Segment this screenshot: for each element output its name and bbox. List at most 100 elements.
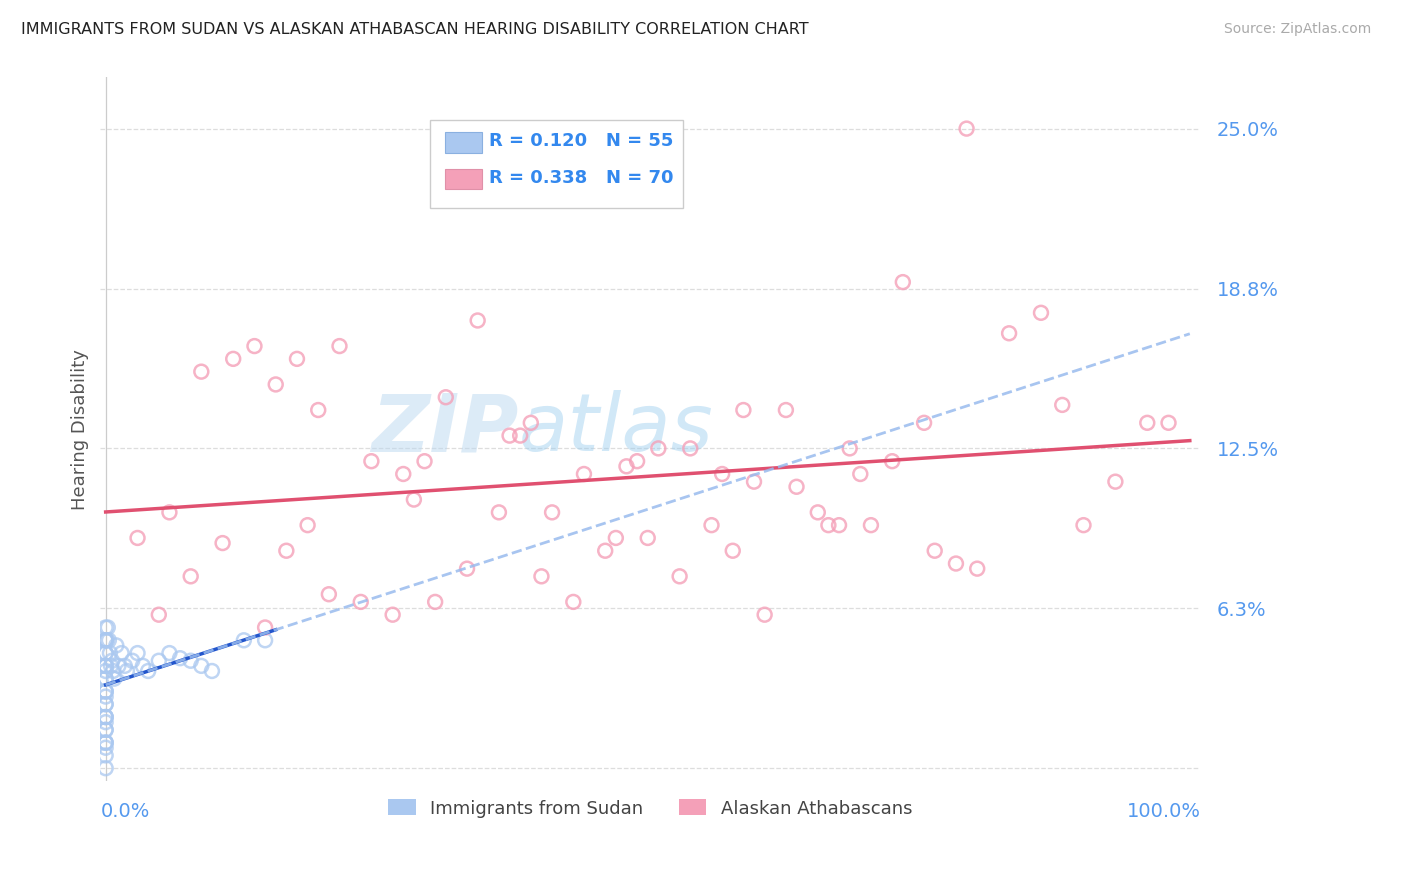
- Point: [711, 467, 734, 481]
- Point: [94, 633, 117, 648]
- Text: 0.0%: 0.0%: [100, 802, 149, 822]
- Point: [94, 698, 117, 712]
- Point: [94, 658, 117, 673]
- Point: [1136, 416, 1159, 430]
- Point: [817, 518, 839, 533]
- Text: IMMIGRANTS FROM SUDAN VS ALASKAN ATHABASCAN HEARING DISABILITY CORRELATION CHART: IMMIGRANTS FROM SUDAN VS ALASKAN ATHABAS…: [21, 22, 808, 37]
- Legend: Immigrants from Sudan, Alaskan Athabascans: Immigrants from Sudan, Alaskan Athabasca…: [381, 792, 920, 825]
- Point: [254, 633, 277, 648]
- Point: [94, 620, 117, 634]
- Point: [807, 505, 830, 519]
- Point: [132, 658, 155, 673]
- Point: [103, 672, 125, 686]
- Point: [1052, 398, 1074, 412]
- Point: [498, 428, 520, 442]
- Point: [94, 723, 117, 737]
- Point: [127, 531, 149, 545]
- Point: [1104, 475, 1126, 489]
- Point: [110, 646, 132, 660]
- Point: [882, 454, 904, 468]
- Point: [1073, 518, 1095, 533]
- Point: [307, 403, 329, 417]
- Point: [775, 403, 797, 417]
- Point: [859, 518, 882, 533]
- Point: [94, 690, 117, 704]
- Point: [180, 654, 202, 668]
- Point: [94, 684, 117, 698]
- Point: [105, 639, 128, 653]
- Point: [222, 351, 245, 366]
- Point: [115, 664, 138, 678]
- FancyBboxPatch shape: [430, 120, 683, 208]
- Point: [97, 633, 120, 648]
- Point: [94, 761, 117, 775]
- Point: [402, 492, 425, 507]
- Point: [637, 531, 659, 545]
- Point: [616, 459, 638, 474]
- Point: [94, 672, 117, 686]
- Point: [562, 595, 585, 609]
- Point: [94, 646, 117, 660]
- Point: [733, 403, 755, 417]
- Point: [467, 313, 489, 327]
- Point: [114, 658, 136, 673]
- Point: [101, 654, 124, 668]
- Point: [520, 416, 543, 430]
- Point: [838, 442, 860, 456]
- Point: [201, 664, 224, 678]
- Point: [94, 736, 117, 750]
- Point: [318, 587, 340, 601]
- Point: [350, 595, 373, 609]
- Point: [94, 684, 117, 698]
- Point: [94, 736, 117, 750]
- Point: [94, 736, 117, 750]
- Point: [127, 646, 149, 660]
- Point: [912, 416, 935, 430]
- Point: [243, 339, 266, 353]
- Point: [285, 351, 308, 366]
- Point: [1029, 306, 1052, 320]
- Point: [264, 377, 287, 392]
- Point: [530, 569, 553, 583]
- Point: [94, 710, 117, 724]
- Text: atlas: atlas: [519, 390, 713, 468]
- Point: [849, 467, 872, 481]
- Point: [668, 569, 690, 583]
- Point: [94, 748, 117, 763]
- Point: [679, 442, 702, 456]
- Point: [190, 365, 212, 379]
- Point: [423, 595, 446, 609]
- Point: [121, 654, 143, 668]
- Point: [381, 607, 404, 622]
- Point: [180, 569, 202, 583]
- Point: [107, 658, 129, 673]
- Point: [136, 664, 159, 678]
- Point: [94, 672, 117, 686]
- Point: [413, 454, 436, 468]
- Point: [232, 633, 254, 648]
- Point: [211, 536, 233, 550]
- Point: [998, 326, 1021, 341]
- Point: [159, 646, 181, 660]
- Point: [100, 658, 122, 673]
- Text: Source: ZipAtlas.com: Source: ZipAtlas.com: [1223, 22, 1371, 37]
- Point: [541, 505, 564, 519]
- Point: [754, 607, 776, 622]
- Point: [392, 467, 415, 481]
- Point: [148, 607, 170, 622]
- Point: [360, 454, 382, 468]
- Point: [509, 428, 531, 442]
- Point: [626, 454, 648, 468]
- Point: [94, 658, 117, 673]
- Point: [190, 658, 212, 673]
- Point: [94, 658, 117, 673]
- Point: [742, 475, 765, 489]
- Point: [945, 557, 967, 571]
- Point: [94, 633, 117, 648]
- Point: [169, 651, 191, 665]
- Point: [786, 480, 808, 494]
- Point: [94, 664, 117, 678]
- Point: [94, 740, 117, 755]
- Point: [98, 646, 121, 660]
- Text: ZIP: ZIP: [371, 390, 519, 468]
